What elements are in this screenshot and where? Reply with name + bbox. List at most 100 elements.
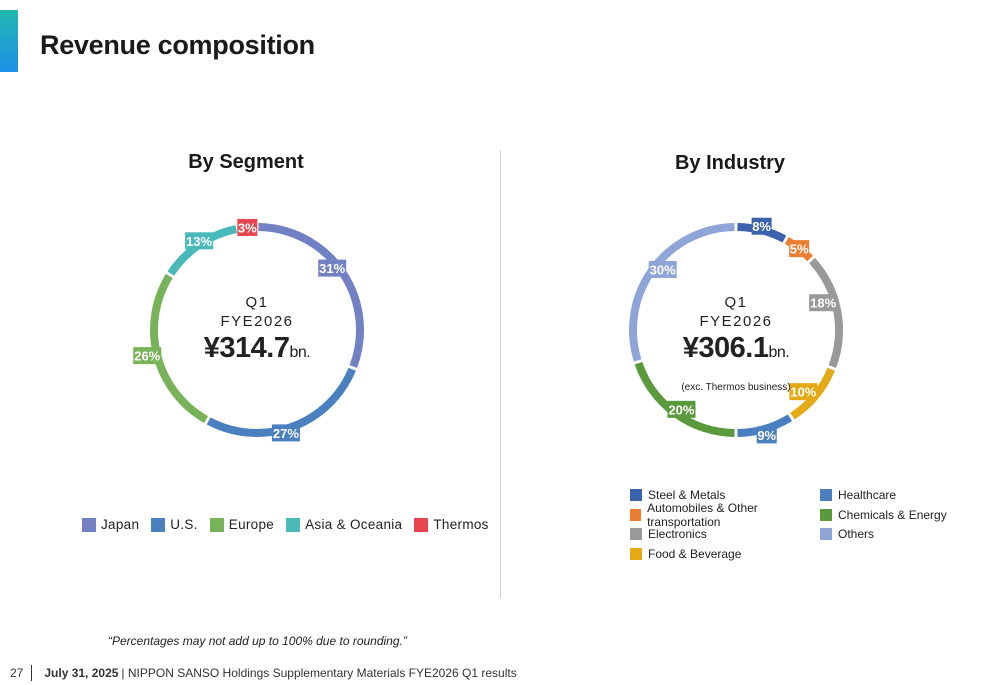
segment-label-box-4: [237, 218, 258, 236]
segment-legend-item: Asia & Oceania: [286, 517, 402, 532]
industry-label-box-6: [648, 260, 677, 278]
segment-center-amount: ¥314.7: [203, 332, 290, 364]
segment-slice-1: [206, 367, 356, 437]
segment-legend-item-label: Asia & Oceania: [305, 517, 403, 532]
industry-center-text: Q1 FYE2026 ¥306.1bn. (exc. Thermos busin…: [636, 293, 836, 393]
segment-center-amount-line: ¥314.7bn.: [157, 331, 357, 370]
industry-legend-item: Chemicals & Energy: [820, 508, 970, 523]
industry-label-2: 18%: [809, 294, 838, 312]
segment-label-text-2: 26%: [134, 349, 160, 364]
page-number: 27: [10, 666, 24, 680]
footer-date: July 31, 2025: [44, 666, 119, 680]
industry-legend-item-swatch: [820, 508, 832, 521]
industry-label-box-1: [789, 240, 810, 258]
segment-legend-item-label: Europe: [228, 517, 275, 532]
segment-center-unit: bn.: [289, 344, 311, 361]
segment-label-box-3: [185, 232, 214, 250]
chart-divider: [500, 150, 501, 598]
segment-legend-item: Thermos: [414, 517, 488, 532]
industry-center-period: Q1: [724, 294, 748, 311]
segment-legend-item-label: Japan: [101, 517, 140, 532]
segment-legend-item: U.S.: [151, 517, 197, 532]
industry-label-1: 5%: [789, 240, 810, 258]
industry-legend-item: Electronics: [630, 527, 820, 542]
segment-legend: Japan U.S. Europe Asia & Oceania Thermos: [82, 517, 489, 532]
industry-label-text-2: 18%: [810, 296, 836, 311]
segment-label-0: 31%: [318, 259, 347, 277]
segment-chart-title: By Segment: [188, 151, 304, 173]
page-title: Revenue composition: [40, 30, 315, 60]
segment-label-box-0: [318, 259, 347, 277]
industry-label-6: 30%: [648, 260, 677, 278]
segment-label-text-3: 13%: [186, 234, 212, 249]
industry-center-fiscal-year: FYE2026: [699, 313, 773, 330]
industry-center-amount-line: ¥306.1bn.: [636, 331, 836, 370]
segment-label-1: 27%: [271, 424, 300, 442]
industry-legend-item: Automobiles & Other transportation: [630, 501, 820, 529]
industry-center-unit: bn.: [768, 344, 790, 361]
segment-legend-item-swatch: [151, 517, 166, 532]
industry-legend-item-label: Electronics: [648, 527, 707, 542]
industry-label-box-2: [809, 294, 838, 312]
industry-legend-item: Healthcare: [820, 488, 970, 503]
industry-label-box-0: [751, 217, 772, 235]
industry-legend-item-swatch: [820, 489, 832, 502]
industry-legend-item-swatch: [630, 508, 642, 521]
industry-legend-item-label: Healthcare: [838, 488, 897, 503]
page-footer: 27 July 31, 2025 | NIPPON SANSO Holdings…: [10, 665, 517, 681]
segment-legend-item-label: U.S.: [170, 517, 198, 532]
segment-label-box-2: [133, 347, 162, 365]
title-accent-bar: [0, 10, 18, 72]
segment-label-3: 13%: [185, 232, 214, 250]
industry-legend-item-swatch: [630, 489, 642, 502]
industry-label-text-4: 9%: [757, 428, 776, 443]
segment-center-text: Q1 FYE2026 ¥314.7bn.: [157, 293, 357, 370]
industry-center-note: (exc. Thermos business): [681, 382, 791, 393]
segment-legend-item: Europe: [209, 517, 275, 532]
industry-legend: Steel & Metals Healthcare Automobiles & Ot…: [630, 488, 970, 561]
industry-label-text-6: 30%: [650, 262, 676, 277]
industry-label-text-3: 10%: [790, 385, 816, 400]
segment-legend-item-swatch: [286, 517, 301, 532]
industry-legend-item-label: Chemicals & Energy: [838, 507, 947, 522]
segment-legend-item: Japan: [82, 517, 139, 532]
industry-chart-title: By Industry: [674, 152, 786, 174]
segment-center-period: Q1: [245, 294, 269, 311]
industry-label-text-1: 5%: [790, 242, 809, 257]
industry-label-0: 8%: [751, 217, 772, 235]
industry-legend-item-label: Food & Beverage: [648, 546, 742, 561]
industry-label-box-3: [789, 383, 818, 401]
segment-label-box-1: [271, 424, 300, 442]
segment-legend-item-label: Thermos: [433, 517, 489, 532]
industry-label-5: 20%: [667, 400, 696, 418]
industry-label-box-4: [756, 426, 777, 444]
industry-legend-item-label: Steel & Metals: [648, 488, 726, 503]
rounding-footnote: “Percentages may not add up to 100% due …: [108, 634, 407, 648]
segment-label-4: 3%: [237, 218, 258, 236]
industry-legend-item-label: Others: [838, 527, 875, 542]
segment-center-fiscal-year: FYE2026: [220, 313, 294, 330]
industry-label-box-5: [667, 400, 696, 418]
segment-label-text-0: 31%: [319, 261, 345, 276]
industry-legend-item: Others: [820, 527, 970, 542]
industry-legend-item-swatch: [820, 528, 832, 541]
industry-legend-item-label: Automobiles & Other transportation: [647, 500, 758, 529]
segment-legend-item-swatch: [209, 517, 224, 532]
segment-legend-item-swatch: [82, 517, 96, 532]
footer-separator: [31, 665, 33, 681]
industry-label-text-0: 8%: [752, 219, 771, 234]
industry-label-4: 9%: [756, 426, 777, 444]
segment-label-text-1: 27%: [273, 426, 299, 441]
industry-center-amount: ¥306.1: [682, 332, 769, 364]
segment-label-text-4: 3%: [238, 220, 257, 235]
industry-legend-item-swatch: [630, 547, 642, 560]
segment-legend-item-swatch: [414, 517, 429, 532]
industry-legend-item-swatch: [630, 528, 642, 541]
industry-legend-item: Steel & Metals: [630, 488, 820, 503]
industry-label-text-5: 20%: [668, 402, 694, 417]
industry-label-3: 10%: [789, 383, 818, 401]
industry-legend-item: Food & Beverage: [630, 547, 820, 562]
footer-text: | NIPPON SANSO Holdings Supplementary Ma…: [121, 666, 517, 680]
segment-label-2: 26%: [133, 347, 162, 365]
